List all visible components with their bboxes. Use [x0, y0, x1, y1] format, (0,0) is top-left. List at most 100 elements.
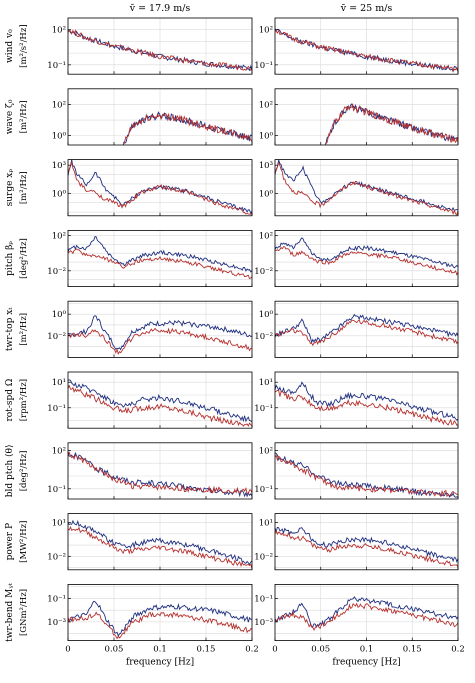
series-red-line: [67, 451, 253, 495]
series-blue-line: [274, 596, 459, 629]
y-tick-label-0: 10¹: [52, 519, 66, 529]
y-tick-label-0: 10⁰: [259, 310, 274, 320]
y-tick-label-1: 10⁻²: [47, 332, 66, 342]
panel-0-0: 10² 10⁻¹: [47, 17, 253, 75]
series-blue-line: [274, 526, 459, 563]
column-title-0: v̄ = 17.9 m/s: [129, 3, 191, 14]
y-tick-label-0: 10²: [259, 26, 273, 36]
series-red-line: [67, 248, 253, 280]
series-red-line: [274, 161, 459, 216]
row-label-0: wind v₀: [5, 29, 15, 63]
panel-6-0: 10² 10⁻¹: [47, 442, 253, 500]
y-tick-label-1: 10⁻¹: [254, 485, 273, 495]
y-tick-label-1: 10⁻¹: [254, 404, 273, 414]
series-blue-line: [67, 451, 253, 498]
panel-1-1: 10² 10⁰: [259, 88, 459, 146]
series-red-line: [122, 112, 253, 145]
column-title-1: v̄ = 25 m/s: [340, 3, 393, 14]
row-unit-6: [deg²/Hz]: [19, 451, 29, 492]
x-tick-label-3: 0.15: [197, 645, 216, 655]
panel-4-0: 10⁰ 10⁻²: [47, 300, 253, 358]
axes-box: [274, 300, 459, 358]
x-tick-label-4: 0.2: [245, 645, 259, 655]
x-tick-label-1: 0.05: [105, 645, 124, 655]
row-label-6: bld ptch ⟨θ⟩: [5, 445, 15, 498]
panel-2-0: 10³ 10⁰: [52, 159, 253, 217]
panel-4-1: 10⁰ 10⁻²: [254, 300, 459, 358]
series-red-line: [67, 384, 253, 428]
series-red-line: [274, 454, 459, 498]
y-tick-label-0: 10¹: [52, 378, 66, 388]
series-blue-line: [274, 381, 459, 421]
axes-box: [274, 584, 459, 642]
y-tick-label-1: 10⁰: [52, 132, 67, 142]
panel-7-0: 10¹ 10⁻²: [47, 513, 253, 571]
y-tick-label-1: 10⁻¹: [47, 61, 66, 71]
y-tick-label-0: 10²: [52, 26, 66, 36]
y-tick-label-1: 10⁻²: [254, 267, 273, 277]
y-tick-label-0: 10¹: [259, 519, 273, 529]
panel-5-1: 10¹ 10⁻¹: [254, 371, 459, 429]
axes-box: [67, 300, 253, 358]
axes-box: [67, 584, 253, 642]
y-tick-label-0: 10¹: [259, 378, 273, 388]
series-blue-line: [67, 379, 253, 423]
y-tick-label-0: 10²: [259, 232, 273, 242]
panel-8-1: 10⁻¹ 10⁻³ 0 0.05 0.1 0.15 0.2: [254, 584, 465, 655]
x-tick-label-0: 0: [272, 645, 277, 655]
series-blue-line: [274, 237, 459, 269]
row-unit-5: [rpm²/Hz]: [19, 379, 29, 421]
row-unit-7: [MW²/Hz]: [19, 521, 29, 563]
series-red-line: [67, 525, 253, 569]
series-blue-line: [274, 313, 459, 344]
panel-2-1: 10³ 10⁰: [259, 159, 459, 217]
row-label-2: surge xₚ: [5, 169, 15, 207]
row-label-8: twr-bend Mᵧₜ: [5, 582, 15, 642]
row-label-5: rot-spd Ω: [5, 379, 15, 422]
panel-3-1: 10² 10⁻²: [254, 229, 459, 287]
series-blue-line: [67, 600, 253, 638]
x-tick-label-1: 0.05: [311, 645, 330, 655]
x-axis-label-0: frequency [Hz]: [126, 658, 194, 668]
y-tick-label-0: 10⁻¹: [254, 594, 273, 604]
row-label-4: twr-top xₜ: [5, 307, 15, 351]
y-tick-label-1: 10⁻¹: [254, 61, 273, 71]
y-tick-label-0: 10²: [259, 446, 273, 456]
y-tick-label-1: 10⁻²: [47, 552, 66, 562]
y-tick-label-0: 10²: [259, 100, 273, 110]
row-label-7: power P: [5, 523, 15, 560]
y-tick-label-1: 10⁻²: [254, 332, 273, 342]
x-tick-label-0: 0: [65, 645, 70, 655]
y-tick-label-0: 10⁻¹: [47, 594, 66, 604]
series-blue-line: [67, 315, 253, 351]
row-unit-0: [m²/s²/Hz]: [19, 24, 29, 68]
row-unit-1: [m²/Hz]: [19, 100, 29, 133]
series-blue-line: [122, 111, 253, 146]
y-tick-label-0: 10²: [52, 232, 66, 242]
series-red-line: [274, 529, 459, 568]
series-red-line: [67, 160, 253, 215]
series-red-line: [274, 602, 459, 631]
series-red-line: [274, 319, 459, 347]
y-tick-label-1: 10⁰: [259, 132, 274, 142]
series-red-line: [274, 390, 459, 426]
panel-1-0: 10² 10⁰: [52, 88, 253, 146]
y-tick-label-0: 10²: [52, 446, 66, 456]
series-red-line: [274, 246, 459, 276]
x-tick-label-3: 0.15: [403, 645, 422, 655]
y-tick-label-1: 10⁻¹: [47, 485, 66, 495]
y-tick-label-1: 10⁰: [52, 189, 67, 199]
series-red-line: [67, 611, 253, 640]
row-label-3: pitch βₚ: [5, 241, 15, 276]
series-blue-line: [67, 519, 253, 566]
series-red-line: [324, 104, 459, 146]
row-unit-8: [GNm²/Hz]: [19, 589, 29, 636]
x-tick-label-2: 0.1: [153, 645, 167, 655]
row-unit-3: [deg²/Hz]: [19, 238, 29, 279]
row-unit-2: [m²/Hz]: [19, 171, 29, 204]
row-label-1: wave ζ₀: [5, 99, 15, 134]
series-red-line: [274, 29, 459, 73]
panel-6-1: 10² 10⁻¹: [254, 442, 459, 500]
